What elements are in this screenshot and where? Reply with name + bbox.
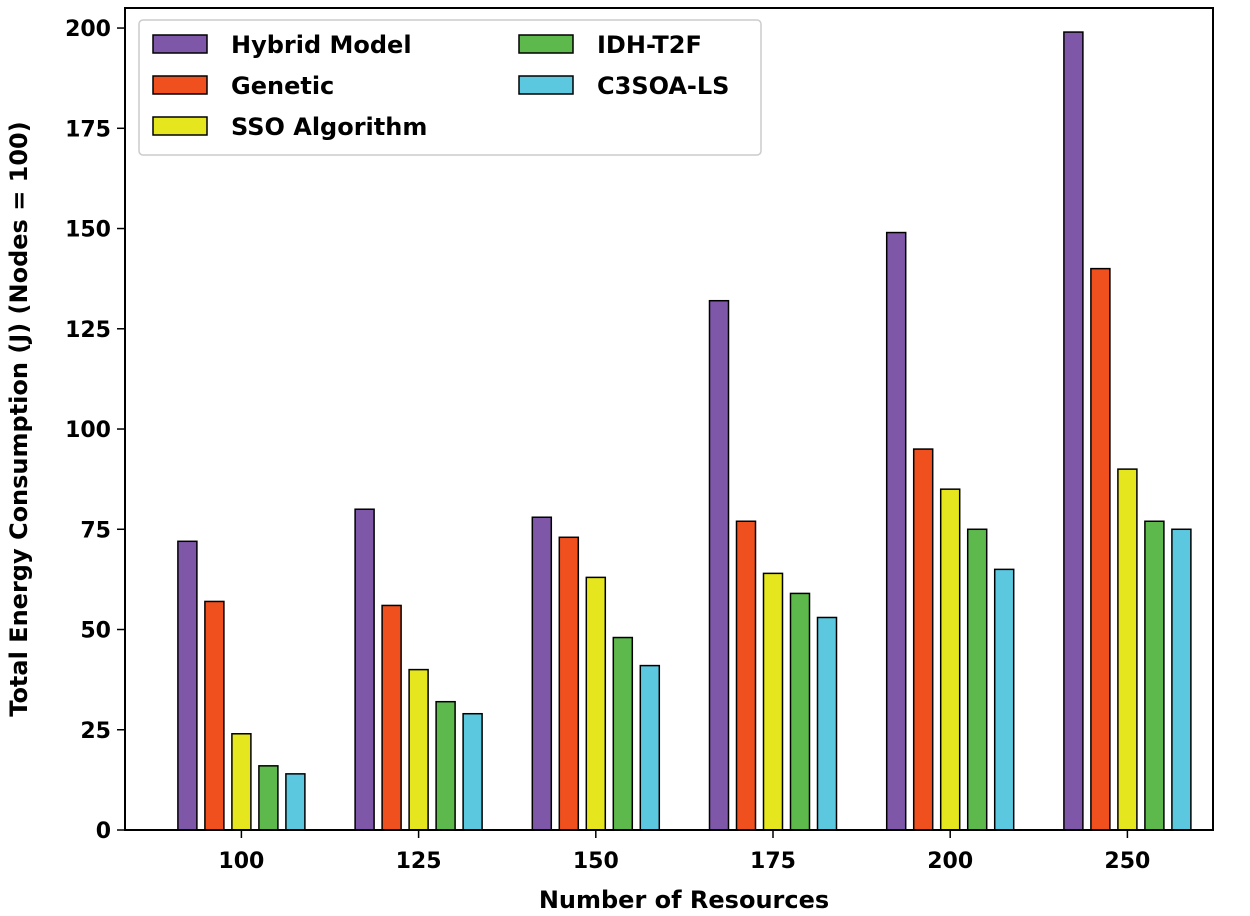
bar-genetic-250	[1090, 267, 1111, 831]
y-axis-label: Total Energy Consumption (J) (Nodes = 10…	[5, 121, 33, 716]
bar-sso-algorithm-100	[231, 733, 252, 831]
bar-c3soa-ls-125	[462, 712, 483, 831]
bar-idh-t2f-200	[966, 528, 988, 831]
bar-c3soa-ls-250	[1171, 528, 1192, 831]
bar-idh-t2f-175	[789, 592, 811, 831]
legend-swatch-genetic	[152, 75, 208, 95]
y-axis: 0 25 50 75 100 125 150 175 200	[65, 17, 125, 844]
y-tick-label: 100	[65, 418, 111, 443]
y-tick-label: 50	[80, 619, 111, 644]
y-tick-label: 25	[80, 719, 111, 744]
bar-idh-t2f-150	[612, 636, 634, 831]
bar-genetic-175	[735, 520, 757, 831]
bar-hybrid-model-150	[531, 516, 553, 831]
plot-frame	[124, 7, 1214, 831]
x-tick-label: 200	[927, 849, 973, 874]
bar-hybrid-model-250	[1063, 31, 1084, 831]
x-tick-label: 250	[1104, 849, 1150, 874]
y-tick-label: 175	[65, 117, 111, 142]
legend-swatch-idh-t2f	[518, 34, 574, 54]
y-tick-label: 75	[80, 518, 111, 543]
legend-swatch-sso-algorithm	[152, 116, 208, 136]
bar-c3soa-ls-100	[285, 773, 306, 831]
bar-genetic-125	[381, 604, 402, 831]
bar-sso-algorithm-125	[408, 668, 429, 831]
y-tick-label: 200	[65, 17, 111, 42]
bar-sso-algorithm-200	[939, 488, 961, 831]
legend-label-idh-t2f: IDH-T2F	[597, 31, 702, 59]
bar-c3soa-ls-150	[639, 664, 661, 831]
y-tick-label: 125	[65, 318, 111, 343]
legend-label-sso-algorithm: SSO Algorithm	[231, 113, 427, 141]
bar-genetic-100	[204, 600, 225, 831]
x-tick-label: 125	[396, 849, 442, 874]
y-tick-label: 0	[96, 819, 111, 844]
bar-hybrid-model-175	[708, 299, 730, 831]
legend-frame	[138, 19, 762, 156]
legend-label-c3soa-ls: C3SOA-LS	[597, 72, 729, 100]
x-axis: 100 125 150 175 200 250	[218, 830, 1150, 874]
bar-sso-algorithm-250	[1117, 468, 1138, 831]
bar-c3soa-ls-175	[816, 616, 838, 831]
bars-group	[177, 31, 1192, 831]
bar-idh-t2f-125	[435, 700, 456, 831]
y-tick-label: 150	[65, 218, 111, 243]
bar-idh-t2f-250	[1144, 520, 1165, 831]
bar-sso-algorithm-150	[585, 576, 607, 831]
bar-genetic-150	[558, 536, 580, 831]
x-tick-label: 150	[573, 849, 619, 874]
bar-idh-t2f-100	[258, 765, 279, 831]
bar-hybrid-model-100	[177, 540, 198, 831]
legend-label-genetic: Genetic	[231, 72, 334, 100]
bar-c3soa-ls-200	[993, 568, 1015, 831]
bar-hybrid-model-125	[354, 508, 375, 831]
legend-swatch-hybrid-model	[152, 34, 208, 54]
bar-sso-algorithm-175	[762, 572, 784, 831]
bar-hybrid-model-200	[885, 231, 907, 831]
legend-swatch-c3soa-ls	[518, 75, 574, 95]
x-axis-label: Number of Resources	[539, 886, 829, 914]
x-tick-label: 175	[750, 849, 796, 874]
x-tick-label: 100	[218, 849, 264, 874]
legend: Hybrid Model Genetic SSO Algorithm IDH-T2F C…	[138, 19, 762, 156]
bar-genetic-200	[912, 448, 934, 831]
legend-label-hybrid-model: Hybrid Model	[231, 31, 412, 59]
